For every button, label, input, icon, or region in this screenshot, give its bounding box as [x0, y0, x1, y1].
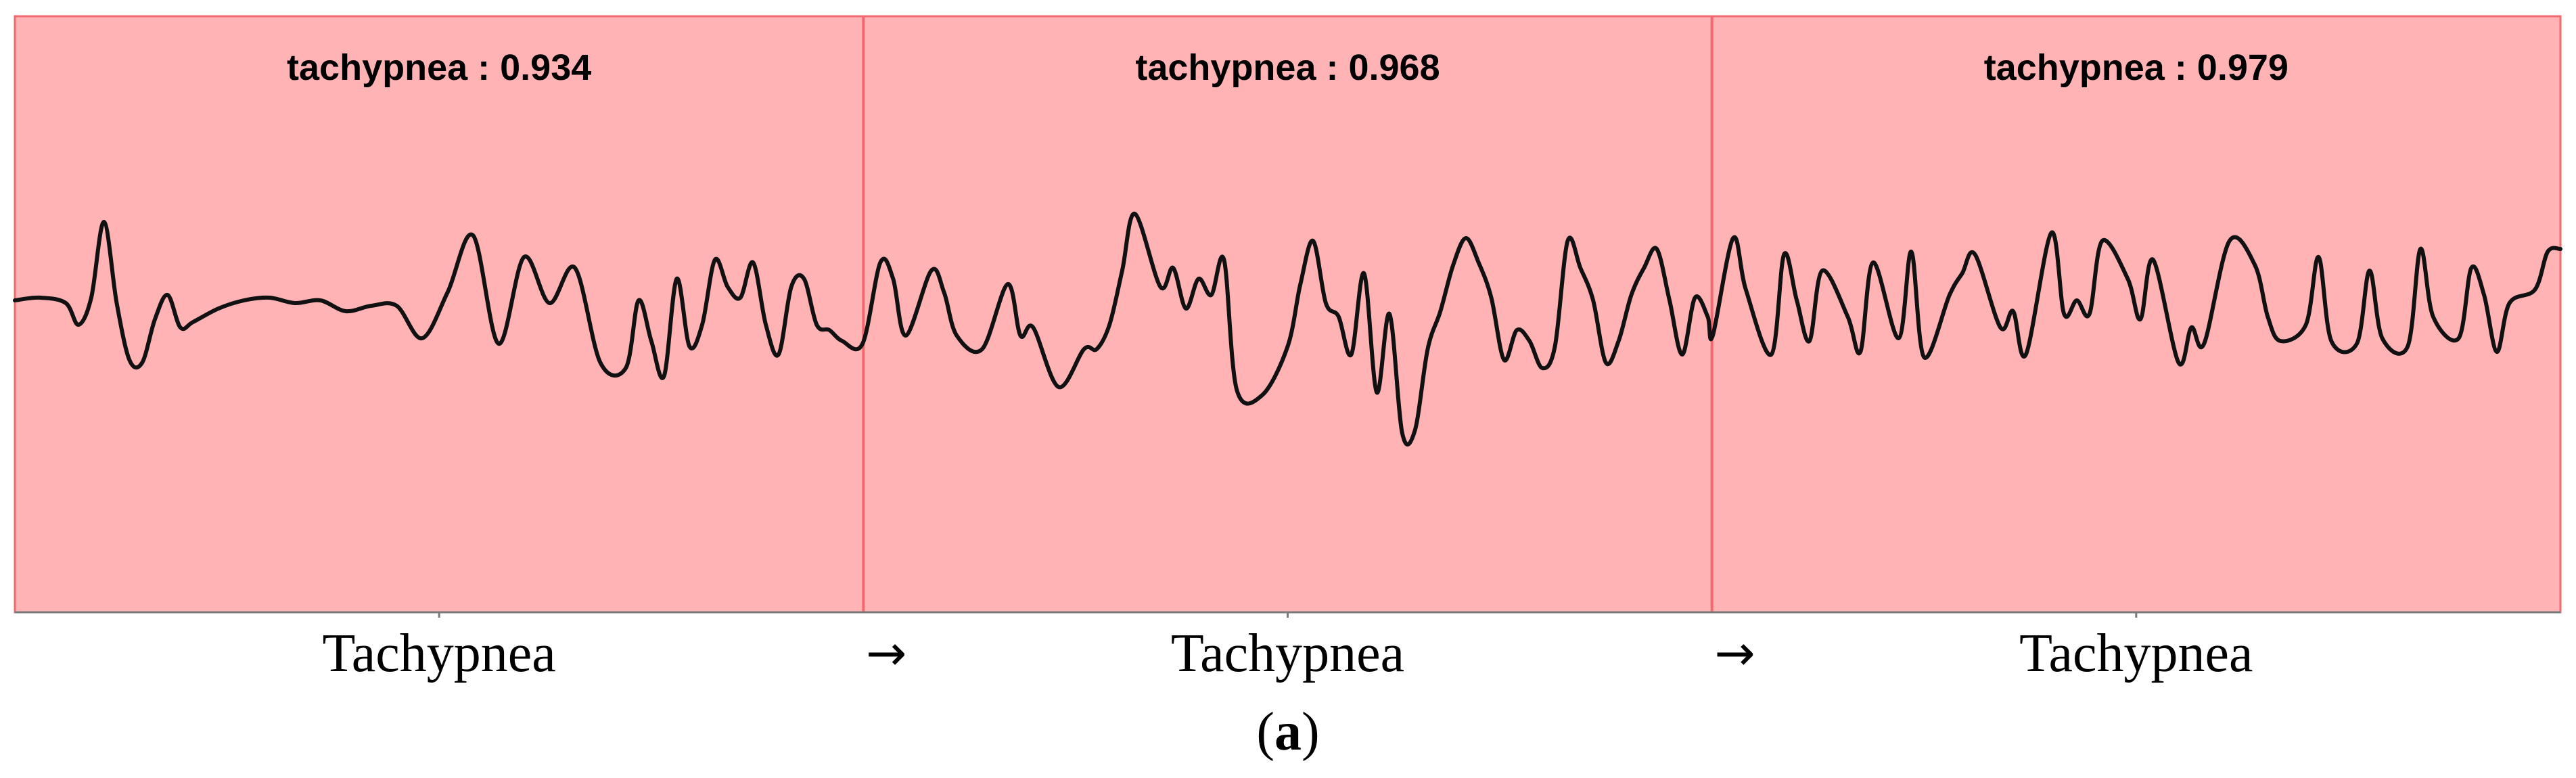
- panel-label: (a): [1256, 702, 1319, 762]
- labels-layer: tachypnea : 0.934 tachypnea : 0.968 tachyp…: [287, 47, 2288, 88]
- segment-3-class-caption: Tachypnea: [2019, 624, 2253, 683]
- panel-label-open: (: [1256, 702, 1274, 762]
- segment-2-class-caption: Tachypnea: [1171, 624, 1404, 683]
- panel-label-letter: a: [1274, 702, 1302, 762]
- segment-1-score-label: tachypnea : 0.934: [287, 47, 591, 88]
- segment-2-score-label: tachypnea : 0.968: [1135, 47, 1440, 88]
- segment-2-background: [863, 16, 1712, 612]
- transition-arrow-2: →: [1715, 624, 1755, 681]
- segment-1-class-caption: Tachypnea: [323, 624, 556, 683]
- waveform-layer: [13, 212, 2562, 447]
- segment-3-score-label: tachypnea : 0.979: [1984, 47, 2288, 88]
- transition-arrow-1: →: [866, 624, 906, 681]
- segments-layer: [14, 15, 2562, 618]
- panel-label-close: ): [1302, 702, 1320, 762]
- caption-layer: Tachypnea Tachypnea Tachypnea → →: [323, 624, 2253, 683]
- waveform-line: [13, 212, 2562, 447]
